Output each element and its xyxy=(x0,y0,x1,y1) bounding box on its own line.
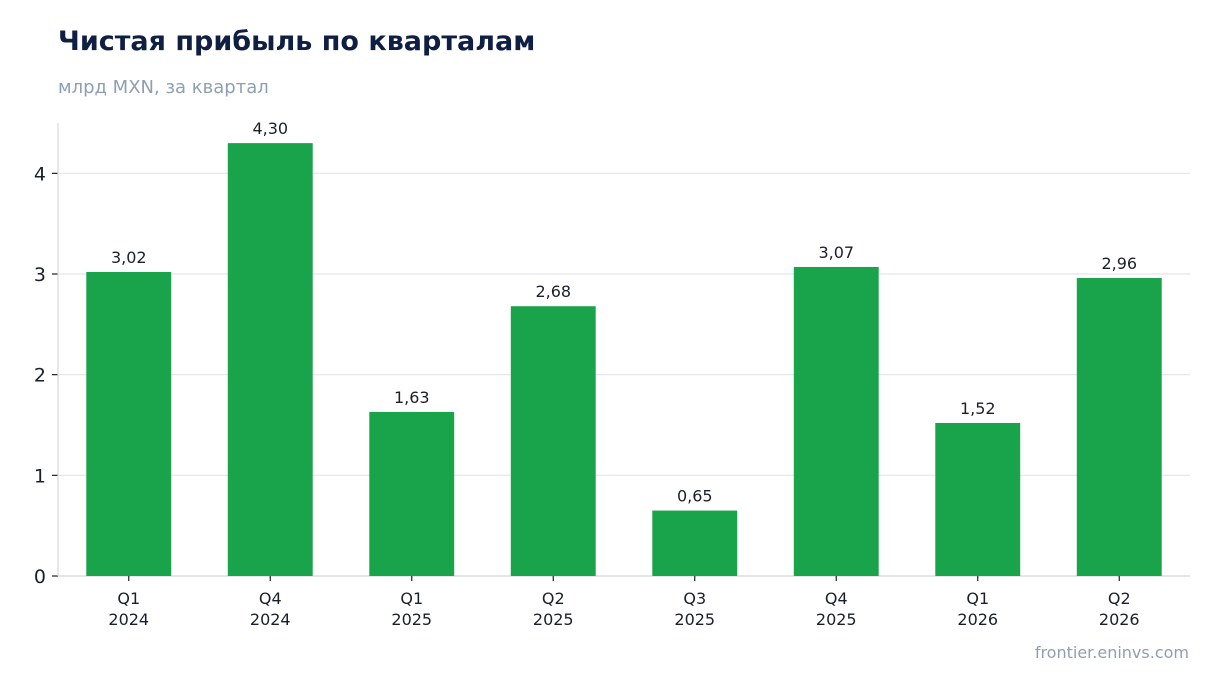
x-tick-label-year: 2024 xyxy=(250,610,291,629)
x-tick-label: Q4 xyxy=(825,589,848,608)
y-tick-label: 2 xyxy=(34,365,46,387)
x-tick-label: Q2 xyxy=(1108,589,1131,608)
data-label: 1,63 xyxy=(394,388,430,407)
bar xyxy=(1076,278,1162,576)
data-label: 3,02 xyxy=(111,248,147,267)
x-tick-label: Q1 xyxy=(966,589,989,608)
bar xyxy=(652,510,738,576)
bar xyxy=(86,271,172,576)
x-tick-label: Q1 xyxy=(117,589,140,608)
data-label: 1,52 xyxy=(960,399,996,418)
bar xyxy=(793,266,879,576)
source-credit: frontier.eninvs.com xyxy=(1034,643,1189,662)
x-tick-label: Q1 xyxy=(400,589,423,608)
y-tick-label: 1 xyxy=(34,465,46,487)
y-tick-label: 4 xyxy=(34,163,46,185)
bar xyxy=(369,411,455,576)
x-tick-label-year: 2025 xyxy=(391,610,432,629)
data-label: 2,68 xyxy=(535,282,571,301)
x-tick-label-year: 2026 xyxy=(1099,610,1140,629)
data-label: 0,65 xyxy=(677,487,713,506)
x-tick-label: Q4 xyxy=(259,589,282,608)
chart-subtitle: млрд MXN, за квартал xyxy=(58,77,269,98)
y-tick-label: 0 xyxy=(34,566,46,588)
x-tick-label-year: 2025 xyxy=(816,610,857,629)
bar xyxy=(510,306,596,576)
y-tick-label: 3 xyxy=(34,264,46,286)
chart-title: Чистая прибыль по кварталам xyxy=(58,26,536,57)
x-tick-label-year: 2024 xyxy=(108,610,149,629)
bar xyxy=(227,143,313,576)
x-tick-label: Q2 xyxy=(542,589,565,608)
x-tick-label-year: 2025 xyxy=(533,610,574,629)
x-tick-label-year: 2026 xyxy=(957,610,998,629)
data-label: 4,30 xyxy=(252,119,288,138)
x-tick-label-year: 2025 xyxy=(674,610,715,629)
x-tick-label: Q3 xyxy=(683,589,706,608)
data-label: 2,96 xyxy=(1101,254,1137,273)
bar xyxy=(935,422,1021,576)
data-label: 3,07 xyxy=(818,243,854,262)
